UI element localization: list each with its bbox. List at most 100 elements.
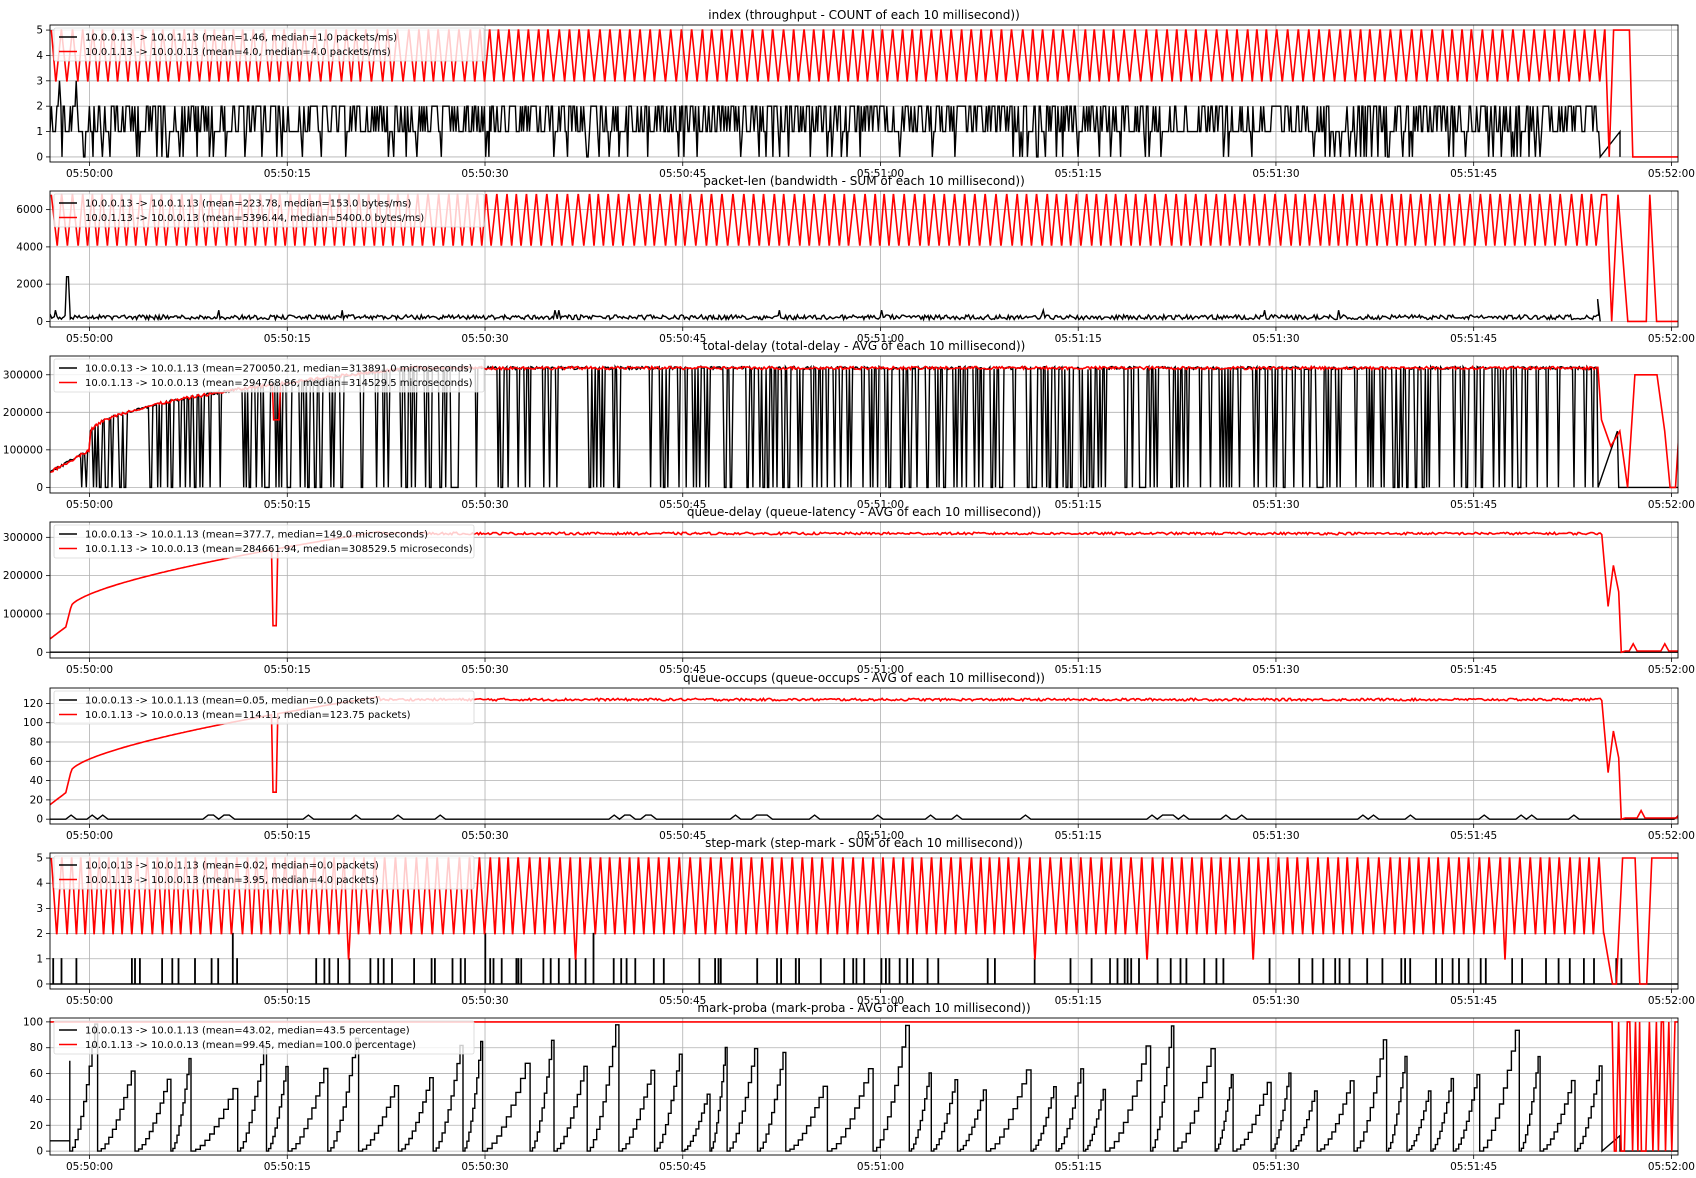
chart-title: step-mark (step-mark - SUM of each 10 mi…: [705, 836, 1023, 850]
x-tick-label: 05:51:30: [1252, 995, 1299, 1007]
chart-title: queue-occups (queue-occups - AVG of each…: [683, 671, 1045, 685]
x-tick-label: 05:51:45: [1450, 1161, 1497, 1173]
x-tick-label: 05:52:00: [1648, 499, 1695, 511]
x-tick-label: 05:50:15: [264, 499, 311, 511]
y-tick-label: 120: [23, 698, 43, 710]
y-tick-label: 1: [36, 126, 43, 138]
x-tick-label: 05:51:45: [1450, 499, 1497, 511]
x-tick-label: 05:52:00: [1648, 664, 1695, 676]
x-tick-label: 05:50:15: [264, 830, 311, 842]
x-tick-label: 05:50:15: [264, 168, 311, 180]
legend-entry: 10.0.0.13 -> 10.0.1.13 (mean=223.78, med…: [85, 199, 411, 210]
y-tick-label: 0: [36, 316, 43, 328]
legend: 10.0.0.13 -> 10.0.1.13 (mean=270050.21, …: [53, 358, 485, 393]
legend-entry: 10.0.1.13 -> 10.0.0.13 (mean=99.45, medi…: [85, 1040, 416, 1051]
panel-6: 0 1 2 3 4 5 05:50:00 05:50:15 05:50:30 05:50:45 05…: [36, 836, 1695, 1007]
series-line-2: [50, 1021, 1678, 1152]
x-tick-label: 05:50:00: [66, 830, 113, 842]
panel-2: 0 2000 4000 6000 05:50:00 05:50:15 05:50:30 05:…: [16, 174, 1695, 345]
x-tick-label: 05:51:15: [1055, 333, 1102, 345]
axes-frame: [49, 24, 1679, 163]
x-tick-label: 05:50:45: [659, 830, 706, 842]
x-tick-label: 05:50:15: [264, 664, 311, 676]
axes-frame: [49, 521, 1679, 659]
series-line-1: [50, 814, 1678, 821]
axes-frame: [49, 190, 1679, 328]
legend-box: [53, 27, 485, 62]
y-tick-label: 300000: [3, 369, 43, 381]
y-tick-label: 3: [36, 75, 43, 87]
legend-box: [53, 690, 475, 725]
series-line-1: [50, 1023, 1678, 1153]
x-tick-label: 05:50:45: [659, 1161, 706, 1173]
y-tick-label: 40: [30, 1094, 43, 1106]
axes-frame: [49, 1017, 1679, 1156]
axes-frame: [49, 852, 1679, 990]
x-tick-label: 05:52:00: [1648, 1161, 1695, 1173]
series-line-2: [50, 857, 1678, 985]
x-tick-label: 05:50:30: [461, 499, 508, 511]
legend-box: [53, 855, 475, 890]
chart-title: queue-delay (queue-latency - AVG of each…: [687, 505, 1041, 519]
x-tick-label: 05:51:00: [857, 995, 904, 1007]
x-tick-label: 05:52:00: [1648, 830, 1695, 842]
y-tick-label: 200000: [3, 407, 43, 419]
series-line-1: [50, 276, 1601, 322]
series-line-1: [50, 932, 1678, 985]
panel-5: 0 20 40 60 80 100 120 05:50:00 05:50:15 05:50:30 0…: [23, 671, 1695, 842]
x-tick-label: 05:51:00: [857, 1161, 904, 1173]
y-tick-label: 0: [36, 978, 43, 990]
legend-box: [53, 193, 485, 228]
x-tick-label: 05:52:00: [1648, 168, 1695, 180]
y-tick-label: 0: [36, 1146, 43, 1158]
x-tick-label: 05:50:45: [659, 995, 706, 1007]
legend: 10.0.0.13 -> 10.0.1.13 (mean=1.46, media…: [53, 27, 485, 62]
y-tick-label: 100000: [3, 608, 43, 620]
chart-title: mark-proba (mark-proba - AVG of each 10 …: [697, 1001, 1030, 1015]
legend-box: [53, 358, 485, 393]
x-tick-label: 05:51:15: [1055, 168, 1102, 180]
axes-frame: [49, 355, 1679, 494]
x-tick-label: 05:50:45: [659, 168, 706, 180]
x-tick-label: 05:51:30: [1252, 499, 1299, 511]
x-tick-label: 05:51:45: [1450, 995, 1497, 1007]
chart-title: total-delay (total-delay - AVG of each 1…: [703, 339, 1026, 353]
panel-1: 0 1 2 3 4 5 05:50:00 05:50:15 05:50:30 05:50:45 05…: [36, 8, 1695, 180]
y-tick-label: 2: [36, 101, 43, 113]
legend-entry: 10.0.1.13 -> 10.0.0.13 (mean=294768.86, …: [85, 378, 473, 389]
y-tick-label: 40: [30, 775, 43, 787]
legend-entry: 10.0.1.13 -> 10.0.0.13 (mean=5396.44, me…: [85, 213, 424, 224]
y-tick-label: 2: [36, 928, 43, 940]
legend-entry: 10.0.0.13 -> 10.0.1.13 (mean=270050.21, …: [85, 364, 473, 375]
x-tick-label: 05:50:00: [66, 995, 113, 1007]
y-tick-label: 300000: [3, 532, 43, 544]
x-tick-label: 05:50:45: [659, 499, 706, 511]
y-tick-label: 20: [30, 1120, 43, 1132]
legend-box: [53, 524, 475, 559]
y-tick-label: 20: [30, 794, 43, 806]
y-tick-label: 2000: [16, 279, 43, 291]
x-tick-label: 05:50:00: [66, 168, 113, 180]
legend: 10.0.0.13 -> 10.0.1.13 (mean=43.02, medi…: [53, 1020, 475, 1055]
x-tick-label: 05:51:00: [857, 168, 904, 180]
y-tick-label: 4000: [16, 241, 43, 253]
y-tick-label: 60: [30, 756, 43, 768]
x-tick-label: 05:51:15: [1055, 830, 1102, 842]
x-tick-label: 05:51:00: [857, 333, 904, 345]
legend-entry: 10.0.0.13 -> 10.0.1.13 (mean=0.05, media…: [85, 696, 379, 707]
y-tick-label: 0: [36, 482, 43, 494]
x-tick-label: 05:50:30: [461, 830, 508, 842]
x-tick-label: 05:51:45: [1450, 664, 1497, 676]
legend-entry: 10.0.0.13 -> 10.0.1.13 (mean=43.02, medi…: [85, 1026, 410, 1037]
y-tick-label: 60: [30, 1068, 43, 1080]
legend-entry: 10.0.1.13 -> 10.0.0.13 (mean=284661.94, …: [85, 544, 473, 555]
y-tick-label: 4: [36, 50, 43, 62]
x-tick-label: 05:50:30: [461, 664, 508, 676]
legend: 10.0.0.13 -> 10.0.1.13 (mean=0.02, media…: [53, 855, 475, 890]
chart-title: index (throughput - COUNT of each 10 mil…: [708, 8, 1020, 22]
x-tick-label: 05:51:00: [857, 664, 904, 676]
legend-entry: 10.0.0.13 -> 10.0.1.13 (mean=1.46, media…: [85, 33, 397, 44]
x-tick-label: 05:50:00: [66, 499, 113, 511]
series-line-2: [50, 193, 1678, 323]
